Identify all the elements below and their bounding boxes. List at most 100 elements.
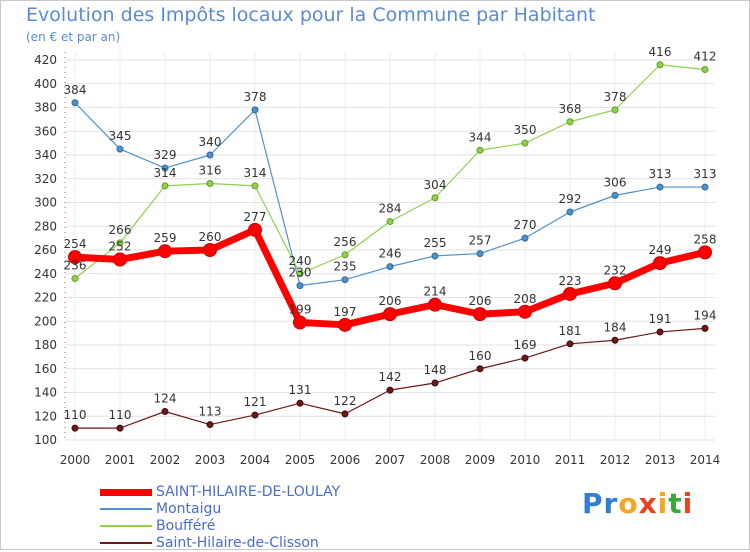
data-point (611, 191, 619, 199)
data-point (338, 317, 352, 332)
legend-label: Montaigu (156, 501, 222, 517)
y-tick-label: 200 (34, 314, 57, 328)
data-label: 259 (154, 231, 177, 245)
data-label: 314 (244, 166, 267, 180)
data-label: 208 (514, 292, 537, 306)
data-point (611, 106, 619, 114)
logo-letter: x (638, 487, 658, 520)
x-tick-label: 2008 (420, 453, 451, 467)
data-point (431, 252, 439, 260)
data-label: 181 (559, 324, 582, 338)
y-tick-label: 360 (34, 124, 57, 138)
logo-letter: r (603, 487, 619, 520)
data-point (518, 304, 532, 319)
data-label: 266 (109, 223, 132, 237)
data-point (71, 99, 79, 107)
data-label: 256 (334, 235, 357, 249)
data-point (158, 244, 172, 259)
data-point (386, 263, 394, 271)
data-point (521, 139, 529, 147)
data-label: 191 (649, 312, 672, 326)
x-tick-label: 2001 (105, 453, 136, 467)
data-label: 232 (604, 263, 627, 277)
data-label: 329 (154, 148, 177, 162)
data-label: 206 (379, 294, 402, 308)
data-point (68, 250, 82, 265)
data-point (521, 234, 529, 242)
data-point (566, 118, 574, 126)
x-tick-label: 2006 (330, 453, 361, 467)
data-label: 184 (604, 320, 627, 334)
data-point (701, 66, 709, 73)
x-tick-label: 2005 (285, 453, 316, 467)
legend-label: SAINT-HILAIRE-DE-LOULAY (156, 484, 341, 500)
data-point (341, 410, 349, 418)
legend-label: Saint-Hilaire-de-Clisson (156, 535, 319, 551)
data-point (656, 61, 664, 69)
data-label: 142 (379, 370, 402, 384)
data-point (116, 424, 124, 432)
data-label: 235 (334, 260, 357, 274)
data-label: 110 (109, 408, 132, 422)
y-tick-label: 120 (34, 409, 57, 423)
data-label: 131 (289, 383, 312, 397)
data-point (698, 245, 712, 260)
data-label: 378 (604, 90, 627, 104)
data-point (383, 307, 397, 322)
data-label: 416 (649, 45, 672, 59)
data-point (701, 183, 709, 191)
x-tick-label: 2010 (510, 453, 541, 467)
data-point (608, 276, 622, 291)
data-point (296, 270, 304, 278)
data-point (203, 243, 217, 257)
grid-layer (65, 52, 715, 441)
data-label: 270 (514, 218, 537, 232)
data-point (296, 282, 304, 290)
data-label: 236 (64, 259, 87, 273)
data-label: 304 (424, 178, 447, 192)
data-label: 277 (244, 210, 267, 224)
x-tick-label: 2004 (240, 453, 271, 467)
data-point (161, 182, 169, 190)
chart-title: Evolution des Impôts locaux pour la Comm… (26, 4, 596, 26)
y-tick-label: 140 (34, 386, 57, 400)
legend-swatch (100, 489, 152, 496)
y-tick-label: 260 (34, 243, 57, 257)
data-point (248, 222, 262, 237)
data-point (161, 408, 169, 415)
data-point (566, 208, 574, 216)
data-label: 194 (694, 308, 717, 322)
data-point (161, 164, 169, 172)
data-label: 246 (379, 247, 402, 261)
y-tick-label: 320 (34, 172, 57, 186)
data-point (71, 275, 79, 282)
data-label: 124 (154, 392, 177, 406)
data-label: 197 (334, 305, 357, 319)
y-tick-label: 100 (34, 433, 57, 447)
data-label: 214 (424, 285, 447, 299)
y-tick-label: 220 (34, 291, 57, 305)
x-tick-label: 2002 (150, 453, 181, 467)
series-layer (68, 61, 712, 432)
data-label: 260 (199, 230, 222, 244)
data-point (206, 421, 214, 429)
data-point (251, 411, 259, 419)
y-tick-label: 240 (34, 267, 57, 281)
data-label: 199 (289, 302, 312, 316)
y-tick-label: 380 (34, 101, 57, 115)
data-label: 340 (199, 135, 222, 149)
logo-letter: P (582, 487, 604, 520)
x-tick-label: 2014 (690, 453, 721, 467)
y-tick-label: 160 (34, 362, 57, 376)
data-point (251, 106, 259, 114)
data-label: 316 (199, 164, 222, 178)
data-point (476, 146, 484, 154)
x-tick-label: 2013 (645, 453, 676, 467)
x-tick-label: 2011 (555, 453, 586, 467)
data-point (341, 251, 349, 259)
x-tick-label: 2003 (195, 453, 226, 467)
data-point (116, 145, 124, 153)
data-label: 230 (289, 266, 312, 280)
data-label: 113 (199, 405, 222, 419)
data-label: 110 (64, 408, 87, 422)
